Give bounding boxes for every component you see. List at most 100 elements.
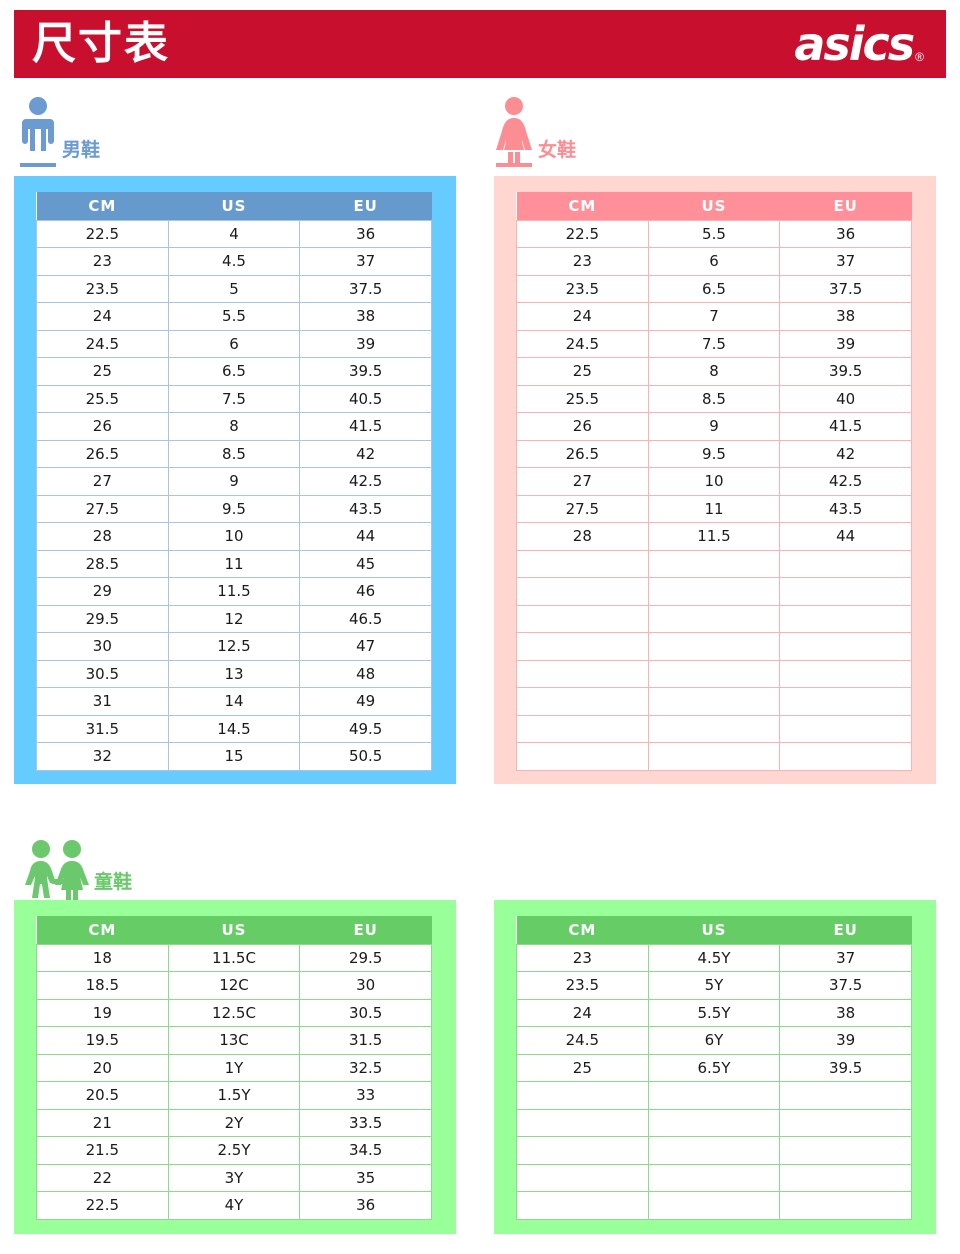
cell-empty	[779, 1191, 912, 1220]
cell-us: 5.5	[167, 302, 301, 331]
cell-empty	[516, 714, 649, 743]
cell-empty	[779, 1163, 912, 1192]
table-row: 24.5 7.5 39	[516, 329, 912, 358]
cell-us: 13	[167, 659, 301, 688]
table-row: 23 6 37	[516, 247, 912, 276]
cell-cm: 27.5	[36, 494, 169, 523]
kids-left-size-panel: CM US EU 18 11.5C 29.5 18.5 12C 30 19 12.5C 30.5…	[14, 900, 456, 1234]
cell-us: 1Y	[167, 1053, 301, 1082]
women-table-body: 22.5 5.5 36 23 6 37 23.5 6.5 37.5 24 7 38 24.5 7.5 39 2…	[516, 219, 912, 771]
cell-cm: 20	[36, 1053, 169, 1082]
cell-eu: 30.5	[299, 998, 432, 1027]
column-header-cm: CM	[36, 192, 169, 220]
cell-cm: 24.5	[516, 329, 649, 358]
cell-empty	[516, 1136, 649, 1165]
cell-cm: 18.5	[36, 971, 169, 1000]
cell-empty	[779, 632, 912, 661]
table-row: 24 5.5Y 38	[516, 998, 912, 1027]
cell-empty	[647, 714, 781, 743]
cell-empty	[779, 659, 912, 688]
cell-cm: 31	[36, 687, 169, 716]
column-header-eu: EU	[779, 192, 912, 220]
kids-left-table-body: 18 11.5C 29.5 18.5 12C 30 19 12.5C 30.5 19.5 13C 31…	[36, 943, 432, 1220]
table-row: 29 11.5 46	[36, 577, 432, 606]
table-row: 25.5 8.5 40	[516, 384, 912, 413]
table-row: 20 1Y 32.5	[36, 1053, 432, 1082]
cell-cm: 23	[36, 247, 169, 276]
cell-cm: 28.5	[36, 549, 169, 578]
cell-us: 9.5	[167, 494, 301, 523]
cell-cm: 25	[516, 357, 649, 386]
column-header-us: US	[648, 192, 780, 220]
cell-empty	[779, 1108, 912, 1137]
cell-cm: 28	[516, 522, 649, 551]
cell-cm: 27	[36, 467, 169, 496]
cell-cm: 22.5	[36, 219, 169, 248]
cell-empty	[516, 1191, 649, 1220]
table-row: 24 5.5 38	[36, 302, 432, 331]
section-label-men: 男鞋	[62, 139, 101, 161]
table-row: 26 9 41.5	[516, 412, 912, 441]
cell-cm: 24	[36, 302, 169, 331]
cell-cm: 27.5	[516, 494, 649, 523]
cell-us: 12.5	[167, 632, 301, 661]
table-header-row: CM US EU	[36, 916, 432, 944]
cell-cm: 23.5	[516, 274, 649, 303]
cell-eu: 39.5	[779, 1053, 912, 1082]
table-row: 22.5 4 36	[36, 219, 432, 248]
cell-empty	[779, 577, 912, 606]
table-row: 28 10 44	[36, 522, 432, 551]
cell-cm: 27	[516, 467, 649, 496]
cell-eu: 38	[299, 302, 432, 331]
table-row-empty	[516, 632, 912, 661]
table-row: 23 4.5Y 37	[516, 943, 912, 972]
cell-eu: 35	[299, 1163, 432, 1192]
cell-cm: 21	[36, 1108, 169, 1137]
cell-cm: 31.5	[36, 714, 169, 743]
table-row: 23.5 6.5 37.5	[516, 274, 912, 303]
cell-empty	[516, 632, 649, 661]
table-row: 28.5 11 45	[36, 549, 432, 578]
cell-cm: 29	[36, 577, 169, 606]
column-header-us: US	[168, 192, 300, 220]
men-size-table: CM US EU 22.5 4 36 23 4.5 37 23.5 5 37.5 24 5.5 38 2…	[36, 192, 432, 771]
column-header-eu: EU	[779, 916, 912, 944]
kids-left-size-table: CM US EU 18 11.5C 29.5 18.5 12C 30 19 12.5C 30.5…	[36, 916, 432, 1220]
asics-wordmark: asics	[794, 17, 915, 71]
cell-eu: 44	[299, 522, 432, 551]
table-row: 30.5 13 48	[36, 659, 432, 688]
cell-cm: 25.5	[516, 384, 649, 413]
cell-cm: 24	[516, 302, 649, 331]
cell-us: 7.5	[647, 329, 781, 358]
table-row-empty	[516, 1108, 912, 1137]
cell-empty	[516, 1081, 649, 1110]
cell-eu: 42.5	[299, 467, 432, 496]
cell-eu: 40.5	[299, 384, 432, 413]
cell-eu: 32.5	[299, 1053, 432, 1082]
cell-eu: 37	[779, 247, 912, 276]
cell-eu: 33	[299, 1081, 432, 1110]
cell-us: 11.5C	[167, 943, 301, 972]
table-row: 21 2Y 33.5	[36, 1108, 432, 1137]
cell-empty	[779, 687, 912, 716]
table-header-row: CM US EU	[36, 192, 432, 220]
cell-us: 6	[647, 247, 781, 276]
cell-eu: 38	[779, 998, 912, 1027]
cell-eu: 31.5	[299, 1026, 432, 1055]
cell-cm: 26.5	[516, 439, 649, 468]
women-size-table: CM US EU 22.5 5.5 36 23 6 37 23.5 6.5 37.5 24 7 38 2…	[516, 192, 912, 771]
cell-eu: 47	[299, 632, 432, 661]
cell-eu: 29.5	[299, 943, 432, 972]
cell-empty	[647, 1108, 781, 1137]
cell-cm: 18	[36, 943, 169, 972]
cell-eu: 39.5	[779, 357, 912, 386]
column-header-us: US	[648, 916, 780, 944]
table-row: 24.5 6 39	[36, 329, 432, 358]
column-header-cm: CM	[36, 916, 169, 944]
table-row: 23 4.5 37	[36, 247, 432, 276]
cell-us: 7	[647, 302, 781, 331]
cell-eu: 39.5	[299, 357, 432, 386]
cell-eu: 39	[299, 329, 432, 358]
cell-cm: 23	[516, 247, 649, 276]
